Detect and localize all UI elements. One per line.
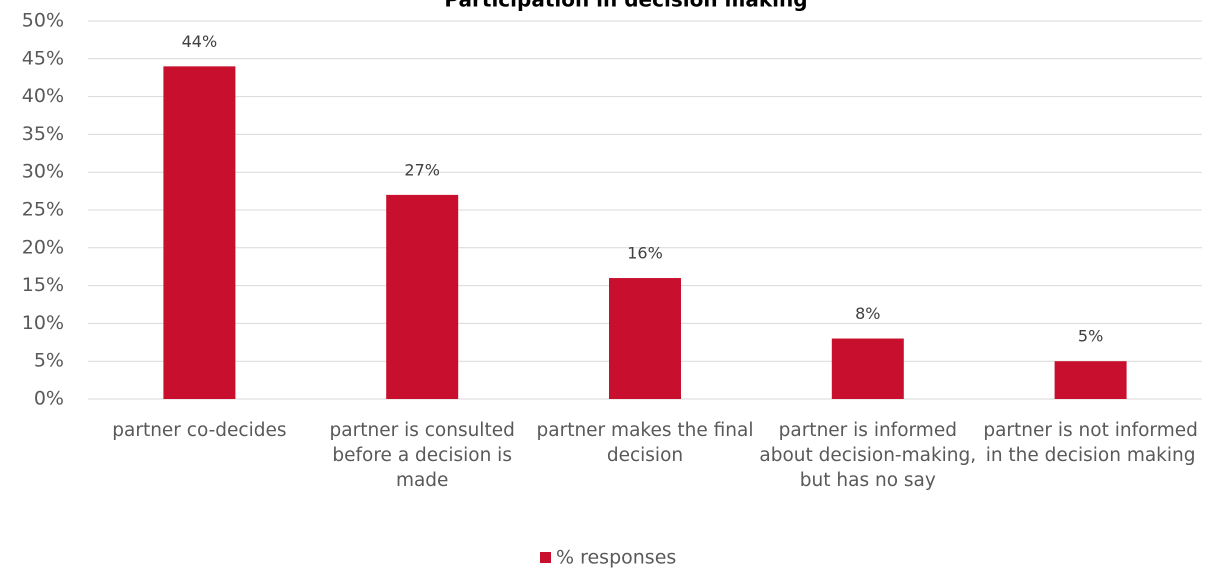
- bar: [609, 278, 681, 399]
- legend-label: % responses: [556, 547, 676, 569]
- y-tick-label: 25%: [22, 199, 64, 221]
- y-tick-label: 10%: [22, 312, 64, 334]
- y-tick-label: 15%: [22, 274, 64, 296]
- data-label: 27%: [404, 160, 440, 179]
- x-tick-label: partner is not informed in the decision …: [983, 420, 1198, 466]
- x-tick-label: partner makes the final decision: [536, 420, 754, 466]
- legend-swatch: [540, 552, 551, 563]
- y-tick-label: 30%: [22, 161, 64, 183]
- data-label: 16%: [627, 244, 663, 263]
- data-label: 44%: [182, 32, 218, 51]
- bar: [1054, 361, 1127, 399]
- y-tick-label: 40%: [22, 85, 64, 107]
- data-label: 5%: [1078, 327, 1103, 346]
- chart-title: Participation in decision making: [444, 0, 807, 12]
- y-tick-label: 5%: [34, 350, 64, 372]
- bar: [831, 338, 904, 399]
- data-label: 8%: [855, 304, 880, 323]
- bar: [386, 194, 459, 399]
- y-tick-label: 0%: [34, 388, 64, 410]
- bar: [163, 66, 236, 400]
- x-tick-label: partner is informed about decision-makin…: [759, 420, 977, 491]
- x-tick-label: partner co-decides: [112, 420, 287, 441]
- x-tick-label: partner is consulted before a decision i…: [329, 420, 515, 491]
- y-tick-label: 50%: [22, 10, 64, 32]
- y-tick-label: 35%: [22, 123, 64, 145]
- y-tick-label: 20%: [22, 236, 64, 258]
- y-tick-label: 45%: [22, 47, 64, 69]
